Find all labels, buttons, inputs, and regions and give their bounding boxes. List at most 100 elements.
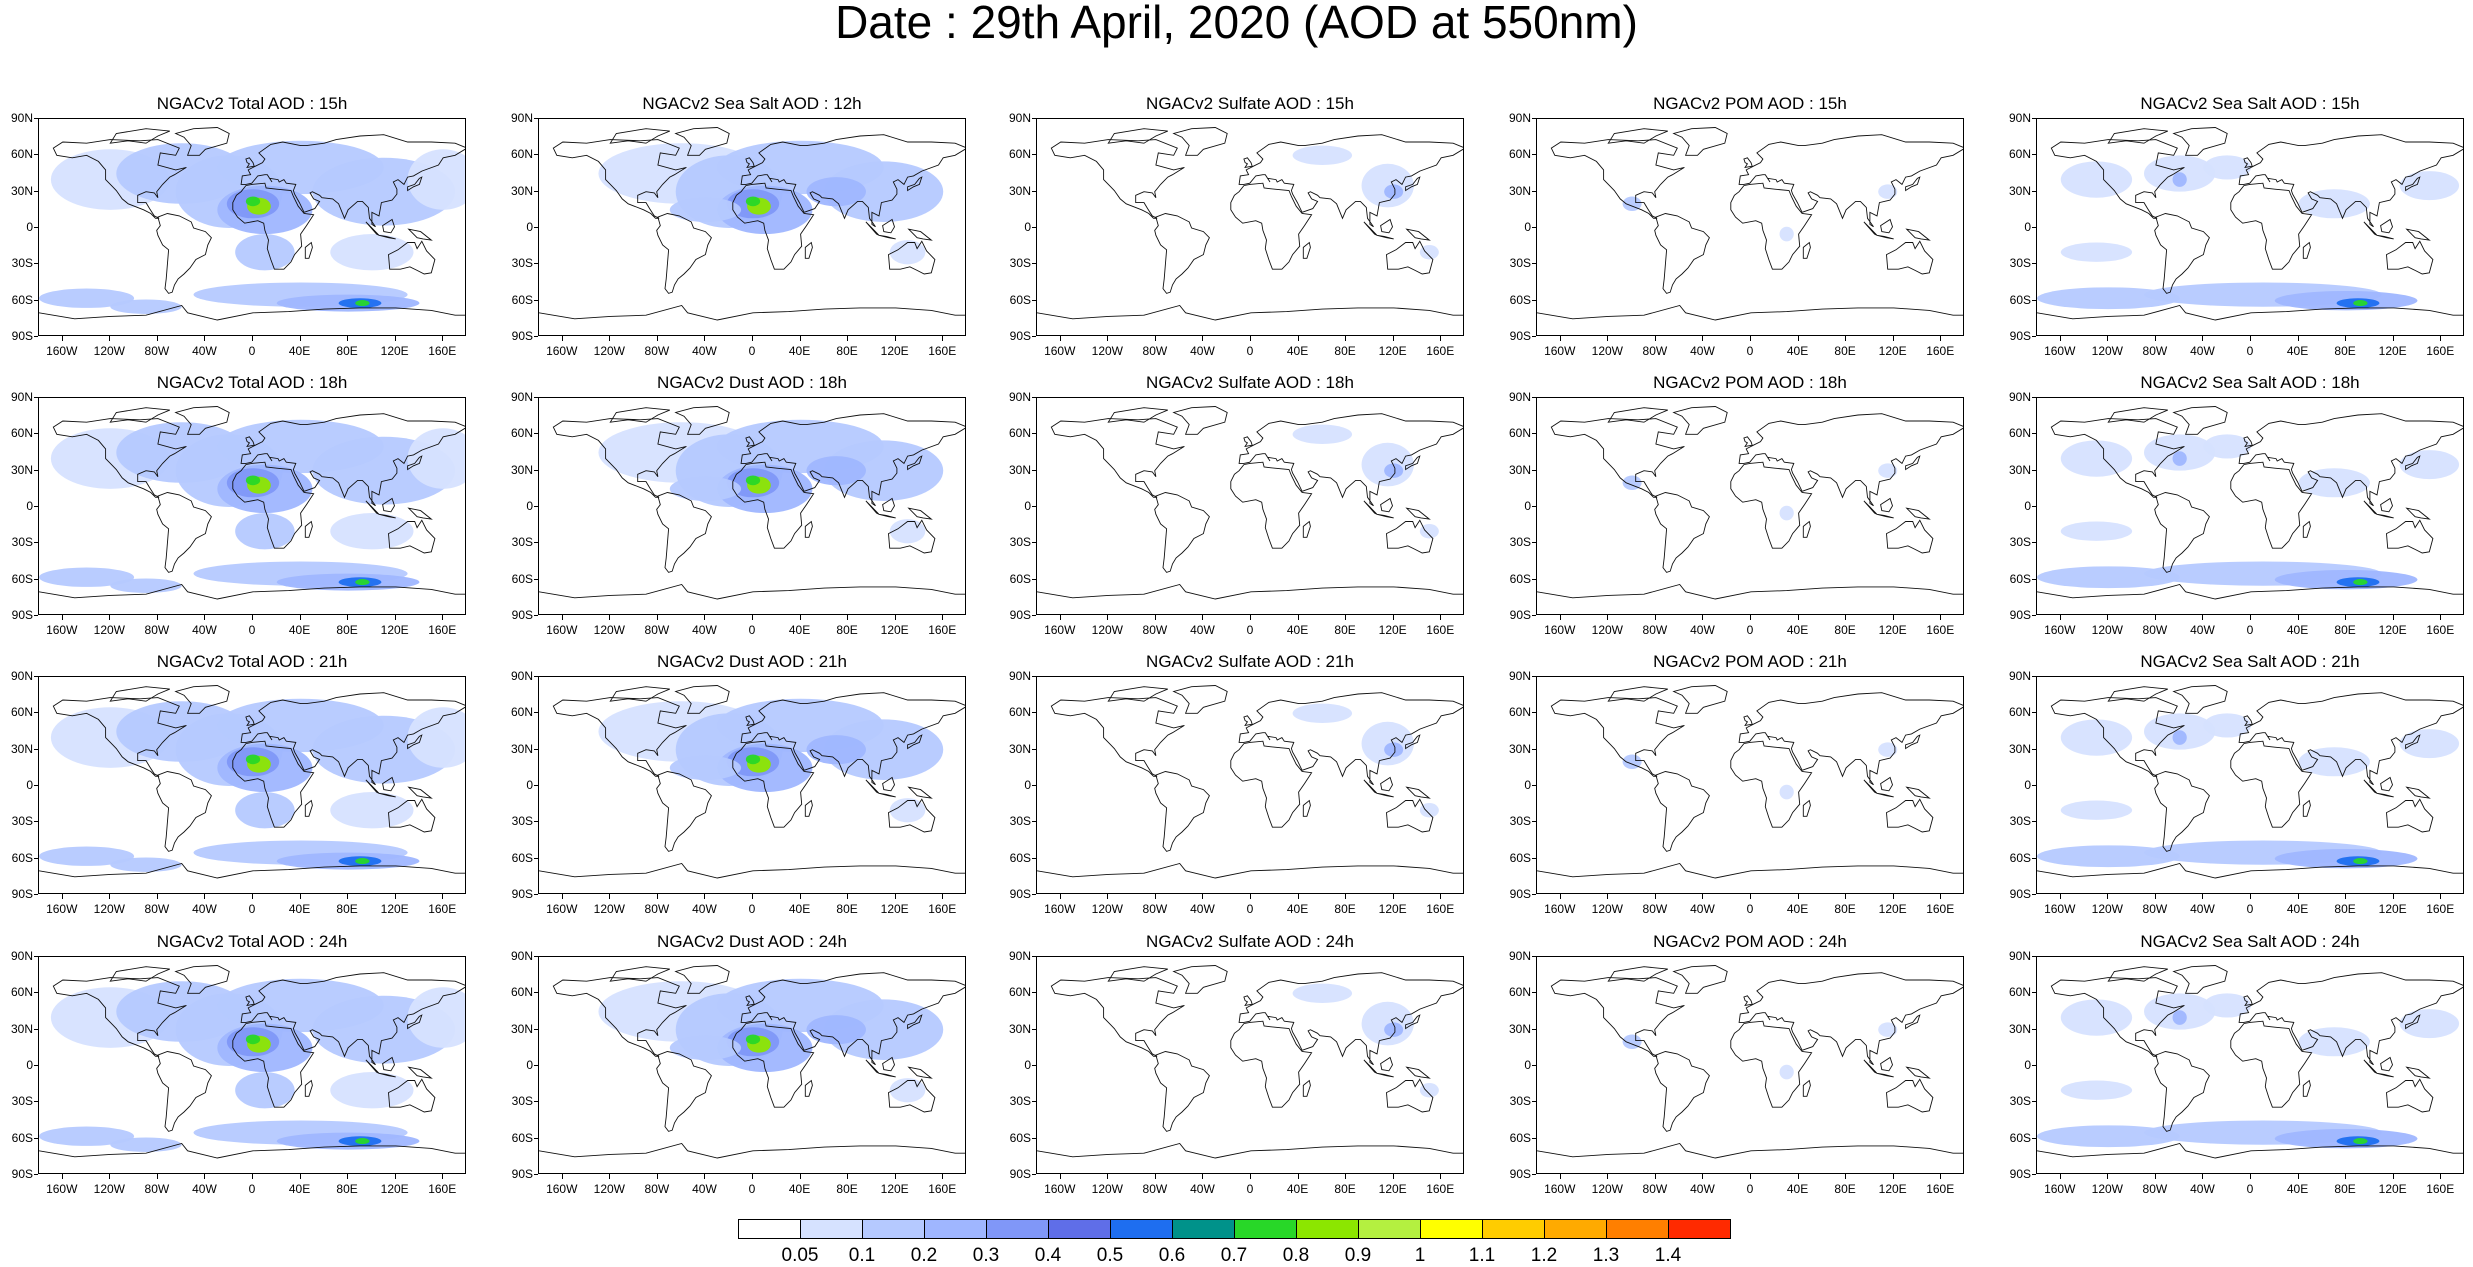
lat-tick bbox=[1532, 336, 1536, 337]
world-map bbox=[1536, 397, 1964, 615]
coastline-borneo bbox=[1380, 218, 1393, 234]
lat-tick-label: 30N bbox=[1508, 1021, 1531, 1036]
lat-tick bbox=[34, 299, 38, 301]
lat-tick bbox=[34, 397, 38, 398]
lat-tick-label: 0 bbox=[1024, 778, 1031, 792]
coastline-greenland bbox=[1172, 406, 1228, 435]
coastline-antarctica bbox=[539, 583, 965, 600]
lon-tick bbox=[1559, 336, 1561, 341]
lon-tick bbox=[204, 336, 206, 341]
coastline-greenland bbox=[174, 685, 230, 714]
panel-title: NGACv2 Sea Salt AOD : 24h bbox=[2140, 932, 2360, 951]
lon-tick bbox=[1107, 615, 1109, 620]
lat-tick-label: 30S bbox=[1009, 535, 1031, 550]
lon-tick-label: 40W bbox=[1690, 623, 1715, 637]
lon-tick-label: 80W bbox=[1142, 623, 1168, 637]
lon-tick bbox=[799, 615, 801, 620]
lon-tick bbox=[1797, 615, 1799, 620]
lon-tick bbox=[156, 615, 158, 620]
lon-tick bbox=[1750, 894, 1751, 899]
lat-tick bbox=[1032, 336, 1036, 337]
lon-tick-label: 40E bbox=[788, 623, 811, 637]
lat-tick bbox=[1532, 676, 1536, 677]
lon-tick bbox=[1940, 1174, 1942, 1179]
lat-tick bbox=[34, 336, 38, 337]
aod-plume bbox=[39, 288, 135, 308]
coastline-eurasia bbox=[740, 972, 965, 1066]
coastline-arcticIslands bbox=[1607, 966, 1668, 982]
lon-tick-label: 160E bbox=[2426, 1182, 2455, 1196]
lat-tick bbox=[534, 676, 538, 677]
lat-tick bbox=[2032, 190, 2036, 192]
lon-tick-label: 0 bbox=[2246, 623, 2254, 637]
lat-tick-label: 30N bbox=[1008, 462, 1031, 477]
coastline-antarctica bbox=[39, 304, 465, 321]
coastline-africa bbox=[232, 182, 315, 270]
lat-tick-label: 60S bbox=[2009, 292, 2031, 307]
coastline-uk bbox=[2243, 995, 2253, 1007]
aod-plume bbox=[1779, 784, 1794, 800]
coastline-japan bbox=[2405, 734, 2421, 750]
lat-tick-label: 0 bbox=[1024, 1058, 1031, 1072]
aod-field bbox=[1537, 406, 1963, 600]
lat-tick bbox=[1532, 578, 1536, 580]
coastline-indonesia bbox=[865, 1059, 896, 1078]
panel-title: NGACv2 Sulfate AOD : 24h bbox=[1146, 932, 1354, 951]
coastline-indonesia bbox=[865, 500, 896, 519]
coastline-madagascar bbox=[1802, 520, 1811, 538]
lat-tick-label: 90N bbox=[510, 111, 533, 125]
lon-tick-label: 0 bbox=[748, 902, 756, 916]
coastline-madagascar bbox=[2302, 241, 2311, 259]
lat-tick-label: 30S bbox=[1009, 1094, 1031, 1109]
lon-tick-label: 120W bbox=[93, 1182, 125, 1196]
lon-tick bbox=[1559, 894, 1561, 899]
coastline-uk bbox=[1243, 715, 1253, 727]
lon-tick-label: 80W bbox=[144, 623, 170, 637]
lon-tick-label: 40W bbox=[2190, 902, 2215, 916]
lat-tick-label: 30N bbox=[510, 1021, 533, 1036]
aod-plume bbox=[1878, 184, 1898, 199]
lon-tick-label: 40W bbox=[2190, 1182, 2215, 1196]
lon-tick-label: 120E bbox=[380, 1182, 409, 1196]
lon-tick bbox=[1250, 336, 1251, 341]
coastline-japan bbox=[2405, 1014, 2421, 1030]
lon-tick-label: 160E bbox=[428, 623, 457, 637]
coastline-africa bbox=[732, 740, 815, 828]
coastline-newGuinea bbox=[1405, 1066, 1431, 1079]
coastline-southAmerica bbox=[656, 1051, 712, 1132]
lon-tick bbox=[442, 615, 444, 620]
lat-tick-label: 60N bbox=[510, 426, 533, 441]
lat-tick bbox=[34, 821, 38, 823]
coastline-arcticIslands bbox=[1607, 128, 1668, 144]
panel-title: NGACv2 Dust AOD : 21h bbox=[657, 652, 847, 671]
coastline-greenland bbox=[1172, 965, 1228, 994]
lon-tick bbox=[752, 894, 753, 899]
aod-plume bbox=[1779, 226, 1794, 242]
lat-tick bbox=[2032, 676, 2036, 677]
lat-tick-label: 0 bbox=[526, 1058, 533, 1072]
lat-tick-label: 30S bbox=[2009, 535, 2031, 550]
coastline-newGuinea bbox=[407, 786, 433, 799]
lon-tick-label: 80E bbox=[1834, 902, 1856, 916]
aod-plume bbox=[806, 456, 866, 486]
lat-tick bbox=[1032, 785, 1036, 786]
coastline-newGuinea bbox=[1905, 1066, 1931, 1079]
lon-tick bbox=[1202, 894, 1204, 899]
aod-plume bbox=[407, 428, 465, 489]
lon-tick bbox=[394, 894, 396, 899]
lon-tick-label: 40E bbox=[1786, 344, 1809, 358]
lon-tick bbox=[204, 894, 206, 899]
panel-title: NGACv2 Sea Salt AOD : 21h bbox=[2140, 652, 2360, 671]
lon-tick bbox=[1750, 336, 1751, 341]
lat-tick bbox=[1532, 190, 1536, 192]
lon-tick-label: 120E bbox=[1878, 902, 1907, 916]
lon-tick bbox=[1202, 1174, 1204, 1179]
lat-tick-label: 90S bbox=[11, 329, 33, 343]
lon-tick bbox=[61, 894, 63, 899]
lon-tick bbox=[609, 894, 611, 899]
coastline-antarctica bbox=[2037, 1142, 2463, 1159]
world-map bbox=[1536, 956, 1964, 1174]
coastline-newGuinea bbox=[2405, 507, 2431, 520]
coastline-madagascar bbox=[1802, 799, 1811, 817]
coastline-southAmerica bbox=[1154, 213, 1210, 294]
